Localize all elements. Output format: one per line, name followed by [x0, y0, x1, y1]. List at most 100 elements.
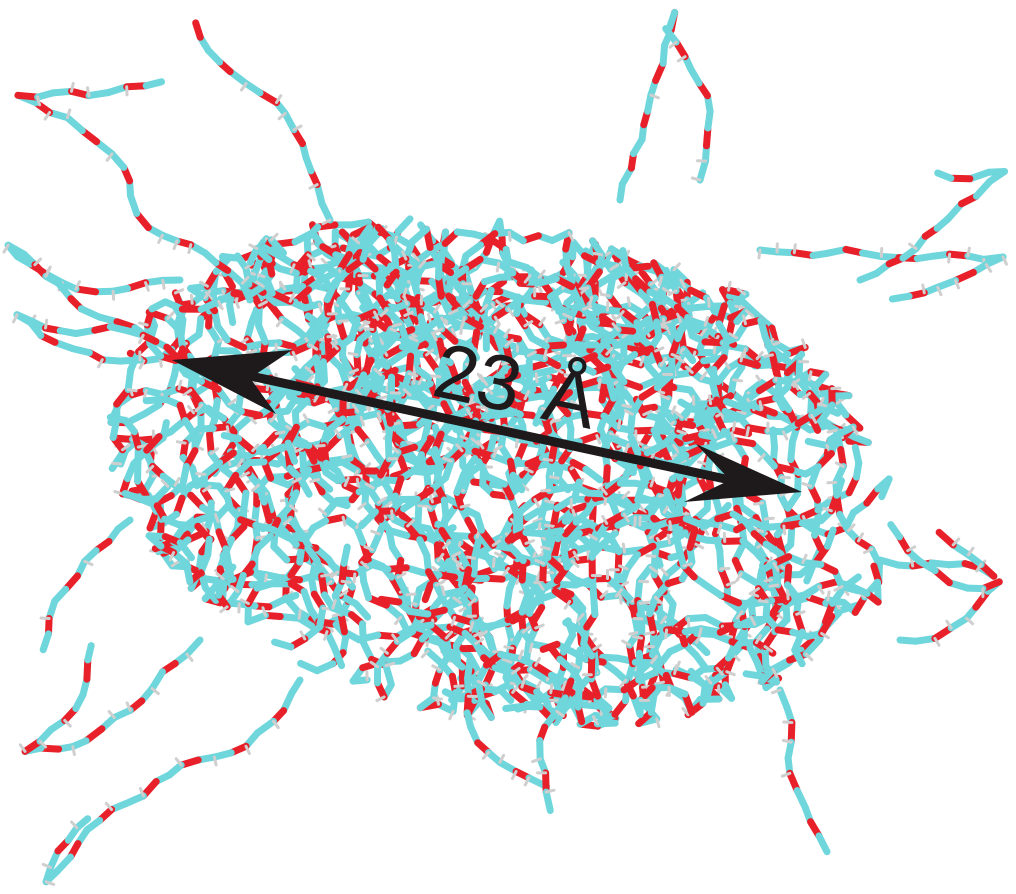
bond: [304, 366, 314, 375]
bond: [422, 502, 433, 510]
bond: [790, 378, 801, 387]
arrow-shaft: [231, 367, 731, 485]
bond: [504, 258, 531, 272]
bond: [236, 458, 244, 468]
bond: [551, 587, 574, 605]
bond: [634, 439, 645, 447]
bond: [195, 472, 207, 476]
bond: [666, 533, 671, 545]
bond: [475, 405, 487, 410]
bond: [686, 526, 699, 552]
bond: [534, 623, 545, 630]
bond: [501, 658, 513, 664]
bond: [731, 420, 737, 432]
bond: [834, 461, 845, 468]
bond: [540, 545, 551, 551]
bond: [887, 521, 903, 541]
bond: [741, 314, 747, 326]
bond: [257, 300, 268, 307]
bond: [363, 327, 375, 331]
bond: [621, 639, 632, 647]
bond: [510, 770, 518, 781]
bond: [535, 680, 542, 691]
bond: [248, 243, 259, 250]
bond: [434, 580, 445, 587]
bond: [138, 321, 149, 327]
bond: [414, 502, 423, 527]
bond: [215, 572, 225, 581]
bond: [676, 55, 687, 63]
bond: [418, 259, 427, 269]
bond: [209, 447, 220, 456]
bond: [723, 359, 731, 370]
bond: [553, 367, 564, 374]
bond: [492, 445, 503, 452]
bond: [699, 428, 710, 433]
bond: [138, 359, 146, 370]
bond: [255, 280, 265, 288]
bond: [753, 501, 764, 506]
bond: [289, 263, 296, 274]
bond: [213, 512, 220, 524]
bond: [511, 667, 521, 675]
bond: [878, 475, 893, 501]
bond: [199, 280, 209, 288]
bond: [680, 345, 697, 364]
bond: [377, 595, 403, 606]
bond: [358, 508, 379, 530]
bond: [459, 324, 464, 335]
bond: [632, 635, 643, 640]
bond: [431, 664, 442, 672]
bond: [212, 755, 218, 767]
bond: [654, 680, 665, 686]
bond: [571, 508, 577, 520]
bond: [730, 431, 736, 442]
bond: [470, 437, 480, 446]
bond: [485, 385, 494, 395]
bond: [753, 527, 765, 533]
bond: [782, 720, 794, 724]
bond: [642, 409, 653, 417]
bond: [563, 600, 572, 610]
bond: [331, 599, 337, 610]
bond: [239, 337, 249, 345]
bond: [623, 409, 634, 416]
bond: [745, 426, 750, 438]
bond: [763, 645, 773, 653]
bond: [104, 801, 114, 811]
bond: [348, 368, 359, 375]
bond: [420, 649, 430, 659]
bond: [532, 517, 543, 524]
bond: [567, 231, 575, 242]
bond: [459, 503, 471, 509]
bond: [804, 652, 814, 662]
bond: [659, 394, 671, 401]
bond: [537, 581, 545, 591]
bond: [674, 410, 684, 419]
bond: [341, 382, 349, 393]
bond: [528, 642, 534, 654]
bond: [121, 443, 131, 452]
bond: [951, 537, 961, 547]
bond: [417, 375, 425, 386]
bond: [150, 687, 160, 696]
bond: [401, 250, 408, 261]
bond: [523, 274, 532, 284]
bond: [554, 319, 566, 325]
bond: [654, 595, 663, 605]
bond: [113, 490, 124, 496]
bond: [450, 615, 457, 627]
bond: [588, 533, 598, 541]
bond: [588, 295, 594, 307]
bond: [621, 403, 633, 409]
bond: [478, 630, 488, 638]
bond: [364, 482, 375, 490]
bond: [426, 313, 432, 324]
bond: [699, 326, 708, 337]
bond: [830, 386, 842, 391]
bond: [377, 496, 387, 504]
bond: [523, 776, 531, 787]
bond: [715, 666, 724, 676]
bond: [935, 528, 957, 549]
bond: [936, 285, 943, 297]
